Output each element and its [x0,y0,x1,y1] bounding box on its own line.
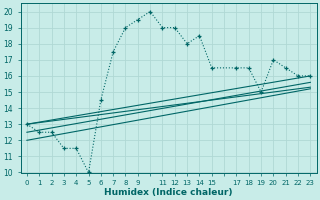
X-axis label: Humidex (Indice chaleur): Humidex (Indice chaleur) [104,188,233,197]
